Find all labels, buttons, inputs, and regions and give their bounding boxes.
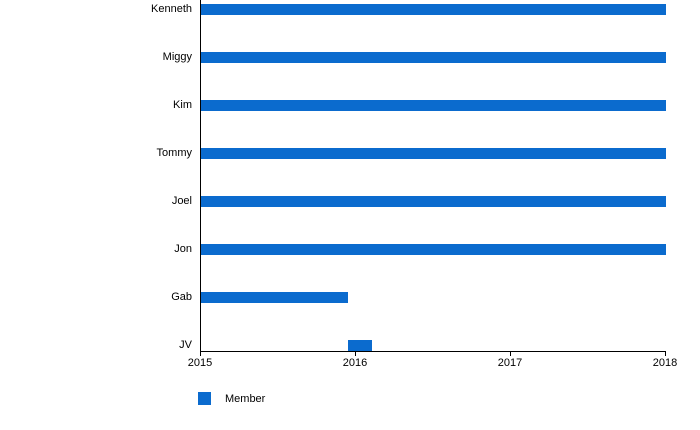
bar-miggy xyxy=(201,51,666,63)
y-label-kim: Kim xyxy=(173,99,192,111)
x-axis-line xyxy=(200,351,666,352)
y-label-tommy: Tommy xyxy=(156,147,192,159)
legend: Member xyxy=(198,392,265,405)
y-axis-labels: Kenneth Miggy Kim Tommy Joel Jon Gab JV xyxy=(0,0,192,351)
y-label-miggy: Miggy xyxy=(162,51,192,63)
x-tick-2016 xyxy=(355,352,356,356)
legend-label: Member xyxy=(225,392,266,405)
bar-tommy xyxy=(201,147,666,159)
x-tick-2017 xyxy=(510,352,511,356)
x-axis-labels: 2015 2016 2017 2018 xyxy=(188,357,677,371)
bar-gab xyxy=(201,291,349,303)
y-label-jon: Jon xyxy=(174,243,192,255)
x-label-2016: 2016 xyxy=(342,357,368,369)
y-label-gab: Gab xyxy=(171,291,192,303)
x-tick-2018 xyxy=(665,352,666,356)
x-label-2015: 2015 xyxy=(187,357,213,369)
bar-jon xyxy=(201,243,666,255)
bar-kenneth xyxy=(201,3,666,15)
bar-jv xyxy=(348,339,372,351)
plot-area xyxy=(200,0,666,351)
bar-kim xyxy=(201,99,666,111)
legend-swatch xyxy=(198,392,211,405)
x-label-2017: 2017 xyxy=(497,357,523,369)
x-axis-ticks xyxy=(200,352,666,356)
bar-joel xyxy=(201,195,666,207)
y-label-jv: JV xyxy=(179,339,192,351)
x-label-2018: 2018 xyxy=(652,357,678,369)
y-axis-line xyxy=(200,0,201,356)
y-label-kenneth: Kenneth xyxy=(151,3,192,15)
y-label-joel: Joel xyxy=(171,195,192,207)
